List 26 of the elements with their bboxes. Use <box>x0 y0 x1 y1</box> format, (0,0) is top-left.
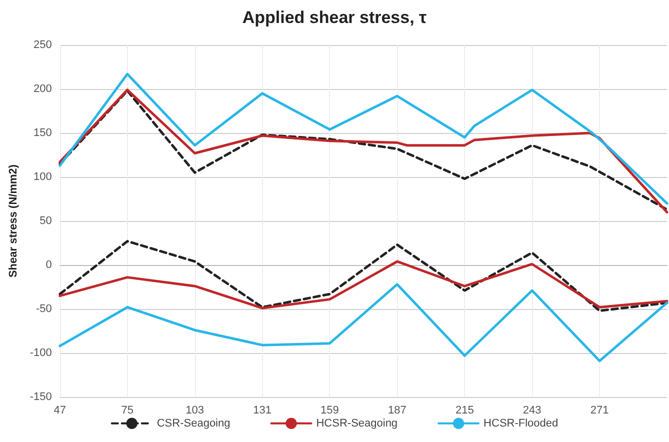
x-tick-label: 75 <box>121 404 134 416</box>
y-tick-label: 0 <box>46 259 52 271</box>
line-series <box>58 72 668 205</box>
legend-label: HCSR-Seagoing <box>316 417 398 430</box>
y-tick-label: 200 <box>34 83 52 95</box>
x-tick-label: 131 <box>253 404 272 416</box>
x-tick-label: 159 <box>320 404 339 416</box>
x-tick-label: 187 <box>388 404 406 416</box>
y-tick-label: 250 <box>34 39 52 51</box>
chart-title: Applied shear stress, τ <box>242 8 428 27</box>
x-tick-label: 103 <box>186 404 204 416</box>
x-tick-label: 243 <box>522 404 542 416</box>
y-tick-label: 150 <box>34 127 52 139</box>
y-tick-label: 100 <box>34 171 52 183</box>
y-tick-label: -150 <box>30 391 52 403</box>
x-tick-label: 47 <box>54 404 66 416</box>
x-tick-label: 215 <box>455 404 474 416</box>
line-series <box>58 283 668 362</box>
y-tick-label: -50 <box>36 303 52 315</box>
legend-label: CSR-Seagoing <box>156 417 230 430</box>
x-tick-label: 271 <box>590 404 609 416</box>
y-axis-title: Shear stress (N/mm2) <box>8 164 20 278</box>
legend-label: HCSR-Flooded <box>484 417 558 430</box>
y-tick-label: 50 <box>40 215 52 227</box>
y-tick-label: -100 <box>30 347 52 359</box>
line-series <box>58 260 668 310</box>
